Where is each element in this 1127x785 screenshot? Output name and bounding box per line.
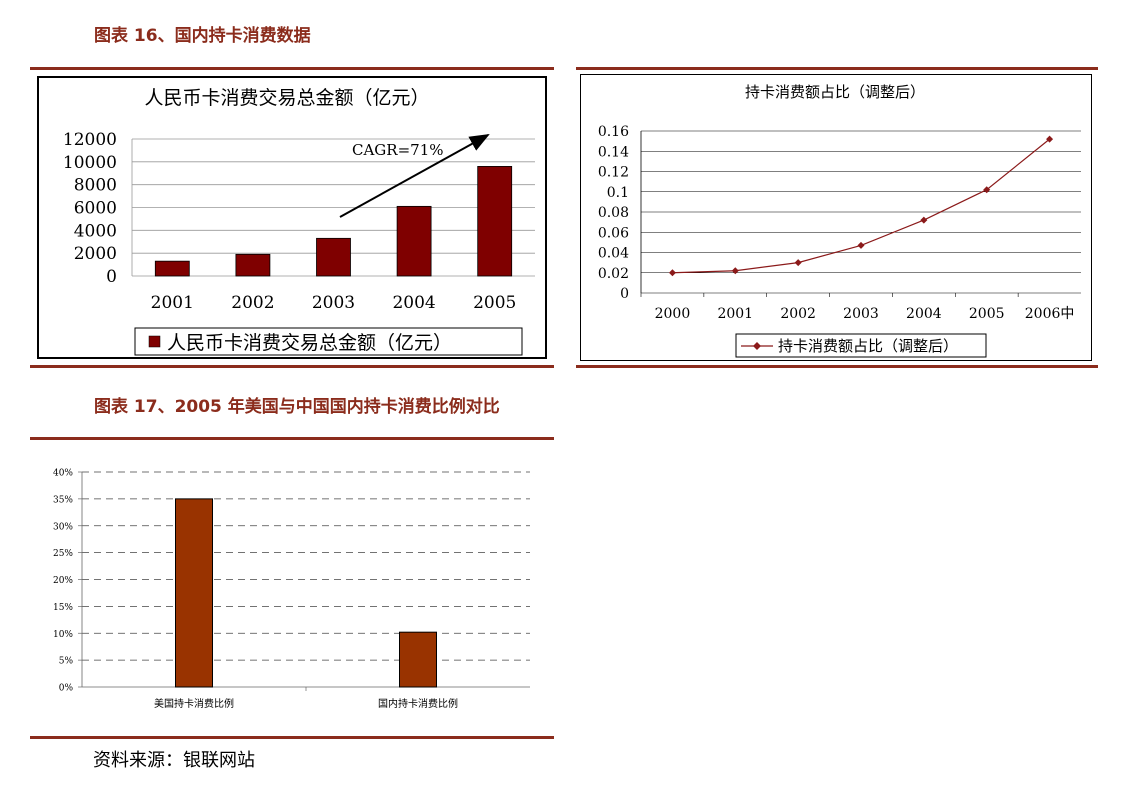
chart1-legend-label: 人民币卡消费交易总金额（亿元） (167, 332, 452, 354)
chart1-x-tick-label: 2005 (473, 293, 516, 313)
chart2-x-tick-label: 2001 (717, 306, 753, 322)
chart1-bar (477, 166, 513, 277)
chart1-bar (154, 260, 190, 277)
chart3-y-tick-label: 35% (53, 495, 73, 505)
card-share-chart-panel: 持卡消费额占比（调整后） 0.16 0.14 0.12 0.1 0.08 0.06 0.04… (580, 74, 1092, 361)
chart2-y-tick-label: 0.1 (607, 185, 629, 201)
chart1-y-tick-label: 8000 (74, 176, 117, 196)
chart2-y-tick-label: 0.02 (598, 266, 629, 282)
divider-bottom (30, 736, 554, 739)
chart2-legend-marker (753, 342, 761, 350)
chart3-bar (175, 498, 213, 688)
chart2-y-tick-label: 0.06 (598, 225, 629, 241)
chart2-legend-box (735, 333, 987, 358)
chart2-x-tick-label: 2005 (969, 306, 1005, 322)
chart2-data-point (983, 186, 991, 194)
divider-mid-right (576, 365, 1098, 368)
chart2-data-point (920, 216, 928, 224)
chart2-data-point (794, 259, 802, 267)
chart2-y-tick-label: 0.12 (598, 165, 629, 181)
chart1-title: 人民币卡消费交易总金额（亿元） (144, 87, 429, 109)
cagr-annotation: CAGR=71% (352, 141, 444, 159)
chart2-data-point (857, 241, 865, 249)
chart3-x-tick-label: 国内持卡消费比例 (378, 697, 458, 710)
chart1-x-tick-label: 2001 (151, 293, 194, 313)
chart1-x-tick-label: 2004 (392, 293, 435, 313)
chart1-bar (396, 205, 432, 277)
chart2-x-tick-label: 2006中 (1025, 306, 1075, 322)
chart3-y-tick-label: 15% (53, 603, 73, 613)
figure-17-title: 图表 17、2005 年美国与中国国内持卡消费比例对比 (94, 397, 500, 417)
chart3-x-tick-label: 美国持卡消费比例 (154, 697, 234, 710)
consumption-amount-chart-panel: 人民币卡消费交易总金额（亿元） 12000 10000 8000 6000 4000 20… (37, 76, 547, 359)
chart1-y-tick-label: 4000 (74, 221, 117, 241)
chart2-y-tick-label: 0.08 (598, 205, 629, 221)
chart2-y-tick-label: 0 (620, 286, 629, 302)
chart3-y-tick-label: 0% (59, 684, 74, 694)
chart1-y-tick-label: 12000 (63, 130, 117, 150)
divider-mid-left (30, 365, 554, 368)
chart2-x-tick-label: 2002 (780, 306, 816, 322)
chart2-data-point (1046, 135, 1054, 143)
us-china-comparison-bar-chart: 40% 35% 30% 25% 20% 15% 10% 5% 0% 美国持卡消费比例 国内持卡消费… (53, 469, 530, 710)
chart1-x-tick-label: 2003 (312, 293, 355, 313)
chart1-legend-swatch (148, 335, 161, 348)
chart1-x-tick-label: 2002 (231, 293, 274, 313)
chart1-y-tick-label: 0 (106, 267, 117, 287)
chart2-y-tick-label: 0.16 (598, 124, 629, 140)
card-share-line-chart: 持卡消费额占比（调整后） 0.16 0.14 0.12 0.1 0.08 0.06 0.04… (598, 83, 1081, 358)
cagr-arrow (339, 134, 490, 218)
chart2-x-tick-label: 2004 (906, 306, 942, 322)
chart2-legend-label: 持卡消费额占比（调整后） (778, 337, 958, 355)
chart3-y-tick-label: 10% (53, 630, 73, 640)
chart3-y-tick-label: 30% (53, 522, 73, 532)
chart2-data-point (731, 267, 739, 275)
divider-fig17-top (30, 437, 554, 440)
chart1-y-tick-label: 10000 (63, 153, 117, 173)
source-note: 资料来源：银联网站 (93, 750, 255, 771)
divider-top-right (576, 67, 1098, 70)
chart3-y-tick-label: 5% (59, 657, 74, 667)
chart1-bar (316, 237, 351, 277)
chart1-legend-box (134, 327, 523, 356)
chart1-y-tick-label: 6000 (74, 199, 117, 219)
chart2-x-tick-label: 2003 (843, 306, 879, 322)
chart2-x-tick-label: 2000 (655, 306, 691, 322)
chart1-bar (235, 253, 271, 277)
chart2-y-tick-label: 0.14 (598, 144, 629, 160)
chart2-y-tick-label: 0.04 (598, 246, 629, 262)
chart3-y-tick-label: 20% (53, 576, 73, 586)
chart1-y-tick-label: 2000 (74, 244, 117, 264)
divider-top-left (30, 67, 554, 70)
chart3-bar (399, 631, 437, 688)
chart3-y-tick-label: 25% (53, 549, 73, 559)
figure-16-title: 图表 16、国内持卡消费数据 (94, 26, 311, 46)
chart2-data-point (668, 269, 676, 277)
chart2-title: 持卡消费额占比（调整后） (745, 83, 925, 101)
chart3-y-tick-label: 40% (53, 469, 73, 479)
